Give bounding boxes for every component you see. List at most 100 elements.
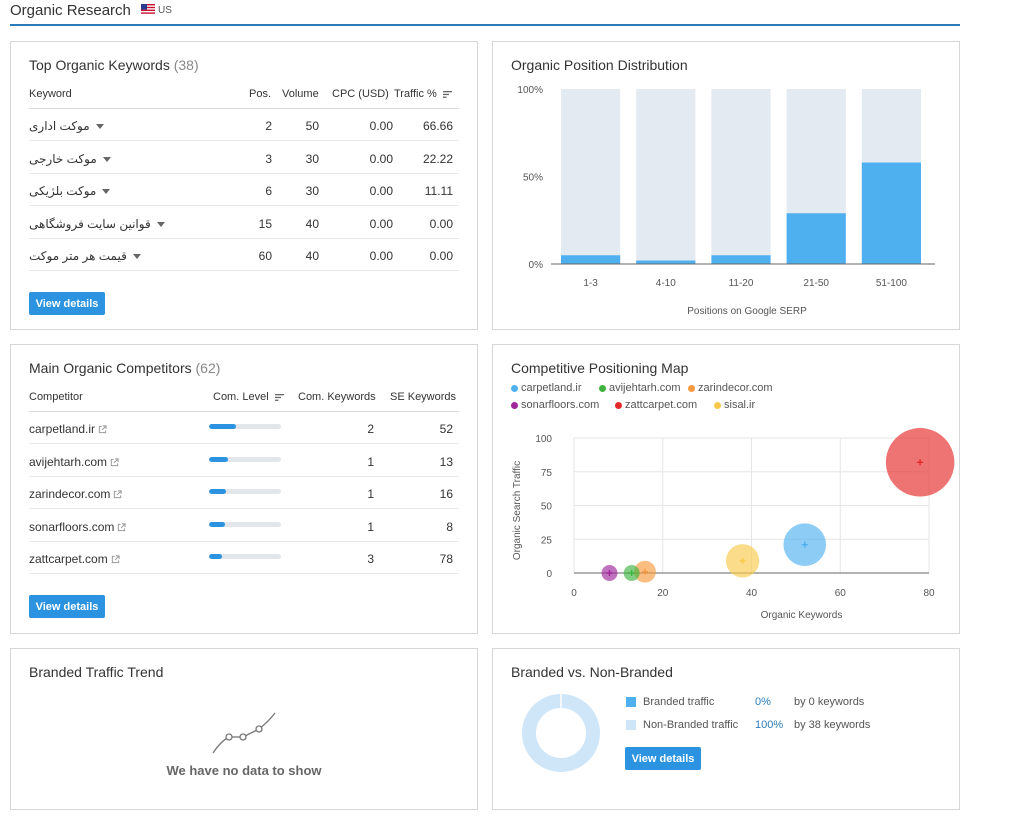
col-keyword[interactable]: Keyword [29, 88, 72, 100]
external-link-icon[interactable] [98, 425, 107, 434]
branded-view-details-button[interactable]: View details [625, 747, 701, 770]
chevron-down-icon[interactable] [103, 156, 111, 162]
bar-background [636, 89, 696, 264]
chevron-down-icon[interactable] [157, 221, 165, 227]
col-com-keywords[interactable]: Com. Keywords [298, 391, 376, 403]
keyword-traffic: 0.00 [429, 216, 453, 231]
external-link-icon[interactable] [110, 458, 119, 467]
competitor-row: sonarfloors.com 1 8 [29, 510, 459, 542]
legend-item[interactable]: sisal.ir [714, 399, 755, 411]
legend-item[interactable]: avijehtarh.com [599, 382, 681, 394]
position-distribution-card: Organic Position Distribution 0% 50% 100% 1… [492, 41, 960, 330]
keyword-link[interactable]: موکت اداری [29, 119, 90, 133]
x-axis-label: Positions on Google SERP [687, 306, 807, 317]
keyword-link[interactable]: موکت خارجی [29, 151, 97, 166]
keywords-view-details-button[interactable]: View details [29, 292, 105, 315]
keyword-traffic: 22.22 [422, 151, 453, 166]
col-com-level[interactable]: Com. Level [213, 391, 284, 403]
sort-icon[interactable] [442, 90, 452, 98]
chevron-down-icon[interactable] [102, 189, 110, 194]
chevron-down-icon[interactable] [133, 254, 141, 259]
branded-donut-chart [522, 694, 600, 772]
competitors-count: (62) [195, 360, 221, 376]
external-link-icon[interactable] [117, 523, 126, 532]
branded-trend-card: Branded Traffic Trend We have no data to… [10, 648, 478, 810]
legend-dot [615, 401, 622, 409]
competitor-link[interactable]: zarindecor.com [29, 487, 122, 501]
x-tick-label: 21-50 [803, 278, 829, 289]
x-tick-label: 80 [923, 588, 935, 599]
keyword-cpc: 0.00 [369, 119, 393, 133]
competitor-row: zarindecor.com 1 16 [29, 477, 459, 509]
col-competitor[interactable]: Competitor [29, 391, 83, 403]
chevron-down-icon[interactable] [96, 124, 104, 129]
competitor-com-keywords[interactable]: 3 [367, 552, 374, 566]
x-tick-label: 20 [657, 588, 669, 599]
y-tick-label: 75 [541, 468, 553, 479]
keyword-pos: 2 [265, 119, 272, 133]
x-tick-label: 51-100 [876, 278, 908, 289]
bar[interactable] [561, 255, 621, 264]
competitor-domain: zattcarpet.com [29, 552, 108, 566]
competitor-se-keywords[interactable]: 13 [439, 454, 453, 469]
bubble-center-marker [628, 570, 635, 576]
competitor-se-keywords[interactable]: 78 [439, 552, 453, 566]
branded-swatch [626, 697, 636, 707]
keyword-link[interactable]: قوانین سایت فروشگاهی [29, 216, 151, 231]
competitors-view-details-button[interactable]: View details [29, 595, 105, 618]
bar-background [561, 89, 621, 264]
competitor-com-keywords[interactable]: 1 [367, 519, 374, 534]
bar[interactable] [861, 162, 921, 265]
external-link-icon[interactable] [111, 555, 120, 564]
legend-item[interactable]: zattcarpet.com [615, 399, 697, 411]
col-se-keywords[interactable]: SE Keywords [390, 391, 457, 403]
keyword-traffic: 0.00 [429, 249, 453, 263]
competitor-se-keywords[interactable]: 8 [446, 519, 453, 534]
competitor-domain: zarindecor.com [29, 487, 111, 501]
legend-dot [511, 384, 518, 392]
competitor-link[interactable]: carpetland.ir [29, 422, 107, 436]
legend-item[interactable]: zarindecor.com [688, 382, 773, 394]
legend-label: sisal.ir [724, 399, 756, 411]
com-level-bar [209, 424, 281, 429]
keyword-pos: 15 [258, 216, 272, 231]
legend-item[interactable]: sonarfloors.com [511, 399, 599, 411]
competitor-se-keywords[interactable]: 16 [439, 487, 453, 501]
col-pos[interactable]: Pos. [249, 88, 272, 100]
competitor-com-keywords[interactable]: 2 [367, 422, 374, 436]
competitor-link[interactable]: zattcarpet.com [29, 552, 120, 566]
y-axis-label: Organic Search Traffic [512, 461, 523, 560]
legend-label: carpetland.ir [521, 382, 582, 394]
keyword-link[interactable]: قیمت هر متر موکت [29, 249, 127, 263]
legend-dot [688, 384, 695, 392]
competitor-link[interactable]: avijehtarh.com [29, 455, 119, 469]
competitors-title-text: Main Organic Competitors [29, 360, 192, 376]
competitor-link[interactable]: sonarfloors.com [29, 520, 126, 534]
nonbranded-keywords: by 38 keywords [794, 719, 871, 731]
col-com-level-label: Com. Level [213, 391, 269, 403]
legend-dot [511, 401, 518, 409]
col-traffic[interactable]: Traffic % [394, 88, 452, 100]
col-volume[interactable]: Volume [282, 88, 319, 100]
bubble-center-marker [739, 557, 746, 564]
keyword-traffic: 66.66 [422, 119, 453, 133]
nonbranded-swatch [626, 720, 636, 730]
bar[interactable] [786, 213, 846, 264]
legend-dot [599, 384, 606, 392]
bar[interactable] [711, 255, 771, 264]
branded-keywords: by 0 keywords [794, 696, 865, 708]
bar[interactable] [636, 260, 696, 265]
col-traffic-label: Traffic % [394, 88, 437, 100]
bubble-center-marker [642, 568, 648, 575]
keyword-link[interactable]: موکت بلژیکی [29, 184, 97, 198]
donut-slice[interactable] [522, 694, 600, 772]
keyword-volume: 50 [305, 119, 319, 133]
sort-icon[interactable] [274, 393, 284, 401]
external-link-icon[interactable] [113, 490, 122, 499]
competitor-se-keywords[interactable]: 52 [439, 422, 453, 436]
col-cpc[interactable]: CPC (USD) [332, 88, 389, 100]
competitor-com-keywords[interactable]: 1 [367, 454, 374, 469]
legend-item[interactable]: carpetland.ir [511, 382, 582, 394]
competitor-com-keywords[interactable]: 1 [367, 487, 374, 501]
keyword-cpc: 0.00 [369, 151, 393, 166]
